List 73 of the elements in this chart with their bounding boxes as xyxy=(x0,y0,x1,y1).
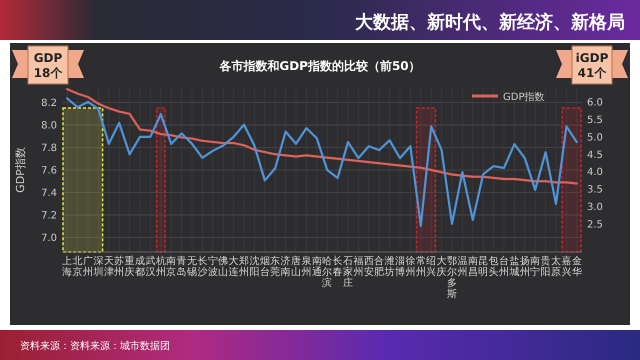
x-tick-label: 青岛 xyxy=(176,255,187,278)
x-tick-label: 大连 xyxy=(228,255,239,278)
x-tick-label: 南昌 xyxy=(468,255,478,278)
x-tick-label: 杭州 xyxy=(154,255,166,278)
x-tick-label: 哈尔滨 xyxy=(322,255,332,289)
y-axis-title: GDP指数 xyxy=(14,147,27,193)
x-tick-label: 金华 xyxy=(572,255,582,278)
y2-tick-label: 4.0 xyxy=(587,167,603,178)
ribbon-label: iGDP 41个 xyxy=(556,46,628,84)
x-tick-label: 常州 xyxy=(416,255,426,278)
y-tick-label: 8.0 xyxy=(41,120,57,132)
x-tick-label: 西安 xyxy=(364,256,374,278)
x-tick-label: 盐城 xyxy=(508,255,520,278)
line-series xyxy=(66,88,578,185)
x-tick-label: 烟台 xyxy=(260,255,270,278)
x-tick-label: 徐州 xyxy=(405,255,416,278)
y-tick-label: 7.6 xyxy=(41,166,57,176)
chart-title: 大数据、新时代、新经济、新格局 xyxy=(354,12,625,33)
x-tick-label: 无锡 xyxy=(186,256,197,278)
y2-tick-label: 3.5 xyxy=(587,184,603,196)
x-tick-label: 佛山 xyxy=(218,256,228,278)
x-tick-label: 嘉兴 xyxy=(561,255,572,278)
x-tick-label: 太原 xyxy=(551,255,561,278)
x-tick-label: 台州 xyxy=(499,255,509,278)
x-tick-label: 苏州 xyxy=(114,255,124,278)
x-tick-label: 成都 xyxy=(135,255,145,278)
x-tick-label: 宁波 xyxy=(208,255,218,278)
y2-tick-label: 2.5 xyxy=(587,220,603,231)
x-tick-label: 温州 xyxy=(457,255,468,278)
x-tick-label: 重庆 xyxy=(124,255,135,278)
x-tick-label: 潍坊 xyxy=(384,255,395,278)
x-tick-label: 合肥 xyxy=(374,255,384,278)
x-tick-label: 扬州 xyxy=(520,255,530,278)
y-tick-label: 8.2 xyxy=(41,98,57,110)
x-tick-label: 沈阳 xyxy=(249,255,260,278)
x-tick-label: 大庆 xyxy=(436,255,447,278)
y-tick-label: 7.8 xyxy=(41,143,57,154)
x-tick-label: 长沙 xyxy=(197,255,208,278)
x-tick-label: 泉州 xyxy=(301,255,312,278)
y2-tick-label: 6.0 xyxy=(587,97,603,108)
x-tick-label: 广州 xyxy=(83,255,93,278)
y2-tick-label: 5.5 xyxy=(587,114,603,126)
x-tick-label: 深圳 xyxy=(92,255,104,278)
x-tick-label: 长春 xyxy=(332,255,343,278)
ribbon-label: GDP 18个 xyxy=(12,46,84,84)
x-tick-label: 淄博 xyxy=(395,255,405,278)
x-tick-label: 东莞 xyxy=(270,255,280,278)
x-tick-label: 福州 xyxy=(353,255,364,278)
chart-subtitle: 各市指数和GDP指数的比较（前50） xyxy=(218,59,421,73)
x-tick-label: 郑州 xyxy=(239,255,249,278)
x-tick-label: 昆明 xyxy=(478,256,488,278)
y2-tick-label: 5.0 xyxy=(587,132,603,144)
y2-tick-label: 3.0 xyxy=(587,202,603,214)
x-tick-label: 南京 xyxy=(166,255,176,278)
x-tick-label: 包头 xyxy=(488,255,499,278)
x-tick-label: 武汉 xyxy=(145,255,156,278)
y-tick-label: 7.0 xyxy=(41,232,57,244)
x-tick-label: 唐山 xyxy=(291,255,301,278)
x-tick-label: 南通 xyxy=(312,255,322,278)
legend-label: GDP指数 xyxy=(503,91,544,103)
y2-tick-label: 4.5 xyxy=(587,150,603,161)
x-tick-label: 上海 xyxy=(62,255,72,278)
x-tick-label: 石家庄 xyxy=(343,256,353,289)
text: 资料来源：资料来源：城市数据团 xyxy=(20,340,170,352)
y-tick-label: 7.2 xyxy=(41,210,57,222)
x-tick-label: 鄂尔多斯 xyxy=(447,256,457,300)
x-tick-label: 济南 xyxy=(280,255,291,278)
y-tick-label: 7.4 xyxy=(41,188,57,199)
x-tick-label: 北京 xyxy=(72,255,83,278)
x-tick-label: 天津 xyxy=(104,256,114,278)
x-tick-label: 南宁 xyxy=(530,255,540,278)
x-tick-label: 贵阳 xyxy=(540,255,551,278)
x-tick-label: 绍兴 xyxy=(426,255,436,278)
